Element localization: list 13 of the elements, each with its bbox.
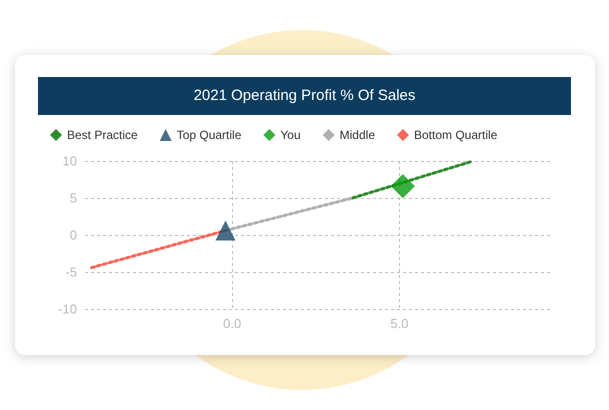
chart-title: 2021 Operating Profit % Of Sales (38, 77, 571, 115)
y-tick-label: 5 (70, 190, 77, 206)
y-tick-label: -10 (58, 302, 77, 316)
legend-label: Middle (340, 128, 376, 142)
y-tick-label: -5 (65, 264, 77, 280)
y-tick-label: 10 (62, 154, 77, 168)
legend-label: Best Practice (67, 128, 138, 142)
legend-label: You (280, 128, 301, 142)
legend-label: Bottom Quartile (414, 128, 498, 142)
legend-label: Top Quartile (176, 128, 242, 142)
x-tick-label: 5.0 (390, 316, 408, 331)
x-tick-label: 0.0 (223, 316, 242, 331)
y-tick-label: 0 (70, 228, 77, 242)
